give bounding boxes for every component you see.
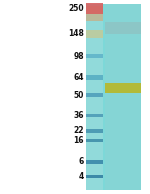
Bar	[105, 22, 141, 34]
Text: 16: 16	[74, 136, 84, 145]
Bar	[105, 4, 141, 190]
Text: 22: 22	[74, 126, 84, 135]
Bar	[86, 30, 103, 38]
Text: 36: 36	[74, 111, 84, 120]
Bar	[86, 4, 141, 190]
Bar	[86, 139, 103, 142]
Text: 250: 250	[68, 4, 84, 13]
Bar	[86, 4, 103, 190]
Bar	[86, 175, 103, 178]
Bar	[86, 114, 103, 117]
Bar	[86, 160, 103, 164]
Bar	[86, 129, 103, 133]
Text: 64: 64	[74, 73, 84, 82]
Bar	[86, 54, 103, 58]
Text: 148: 148	[68, 29, 84, 38]
Text: 50: 50	[74, 91, 84, 100]
Bar	[86, 3, 103, 14]
Text: 6: 6	[79, 158, 84, 166]
Bar	[105, 83, 141, 93]
Bar	[86, 93, 103, 97]
Text: 4: 4	[79, 172, 84, 181]
Text: 98: 98	[73, 52, 84, 61]
Bar	[86, 6, 103, 21]
Bar	[86, 75, 103, 80]
